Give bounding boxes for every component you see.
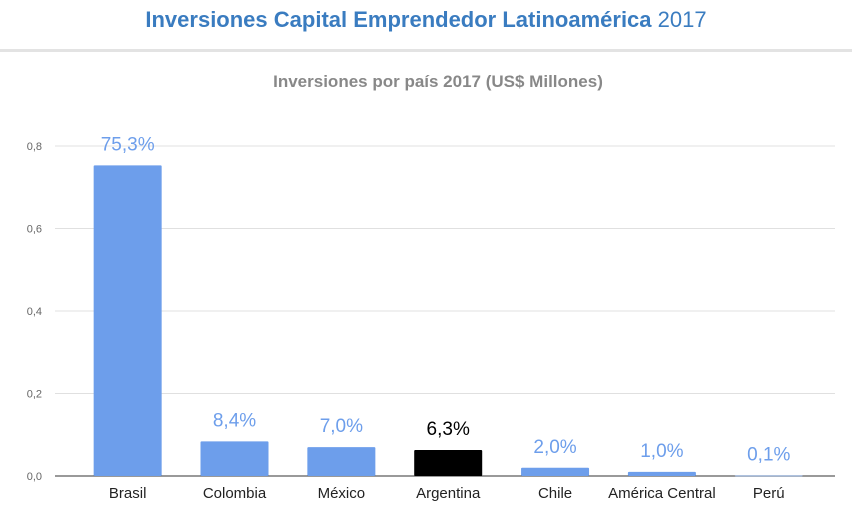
y-tick-label: 0,0 [27, 471, 42, 483]
chart-value-labels: 75,3% 8,4% 7,0% 6,3% 2,0% 1,0% 0,1% [101, 134, 791, 465]
page-title: Inversiones Capital Emprendedor Latinoam… [0, 7, 852, 33]
x-tick-label: América Central [608, 485, 716, 502]
bar [200, 441, 269, 476]
x-tick-label: Chile [538, 485, 572, 502]
x-tick-label: Perú [753, 485, 785, 502]
y-axis-ticks: 0,0 0,2 0,4 0,6 0,8 [27, 141, 42, 483]
bar [521, 467, 590, 476]
y-tick-label: 0,4 [27, 306, 42, 318]
data-label: 0,1% [747, 445, 790, 466]
bar [93, 165, 162, 476]
chart-container: Inversiones por país 2017 (US$ Millones)… [0, 52, 852, 526]
chart-bars [93, 165, 803, 477]
data-label: 6,3% [427, 419, 470, 440]
chart-title: Inversiones por país 2017 (US$ Millones) [273, 72, 603, 91]
data-label: 8,4% [213, 410, 256, 431]
bar-chart: Inversiones por país 2017 (US$ Millones)… [27, 72, 835, 502]
page-title-main: Inversiones Capital Emprendedor Latinoam… [145, 7, 652, 32]
x-tick-label: Argentina [416, 485, 481, 502]
page-title-year: 2017 [657, 7, 707, 32]
bar [734, 475, 803, 477]
data-label: 7,0% [320, 416, 363, 437]
bar [307, 447, 376, 476]
bar [414, 450, 483, 476]
x-tick-label: Colombia [203, 485, 267, 502]
header-divider [0, 49, 852, 52]
x-tick-label: Brasil [109, 485, 147, 502]
page-header: Inversiones Capital Emprendedor Latinoam… [0, 0, 852, 52]
x-tick-label: México [318, 485, 366, 502]
data-label: 1,0% [640, 441, 683, 462]
data-label: 2,0% [533, 437, 576, 458]
bar [627, 471, 696, 476]
x-axis-ticks: Brasil Colombia México Argentina Chile Améric… [109, 485, 785, 502]
y-tick-label: 0,2 [27, 389, 42, 401]
y-tick-label: 0,6 [27, 224, 42, 236]
data-label: 75,3% [101, 134, 155, 155]
y-tick-label: 0,8 [27, 141, 42, 153]
